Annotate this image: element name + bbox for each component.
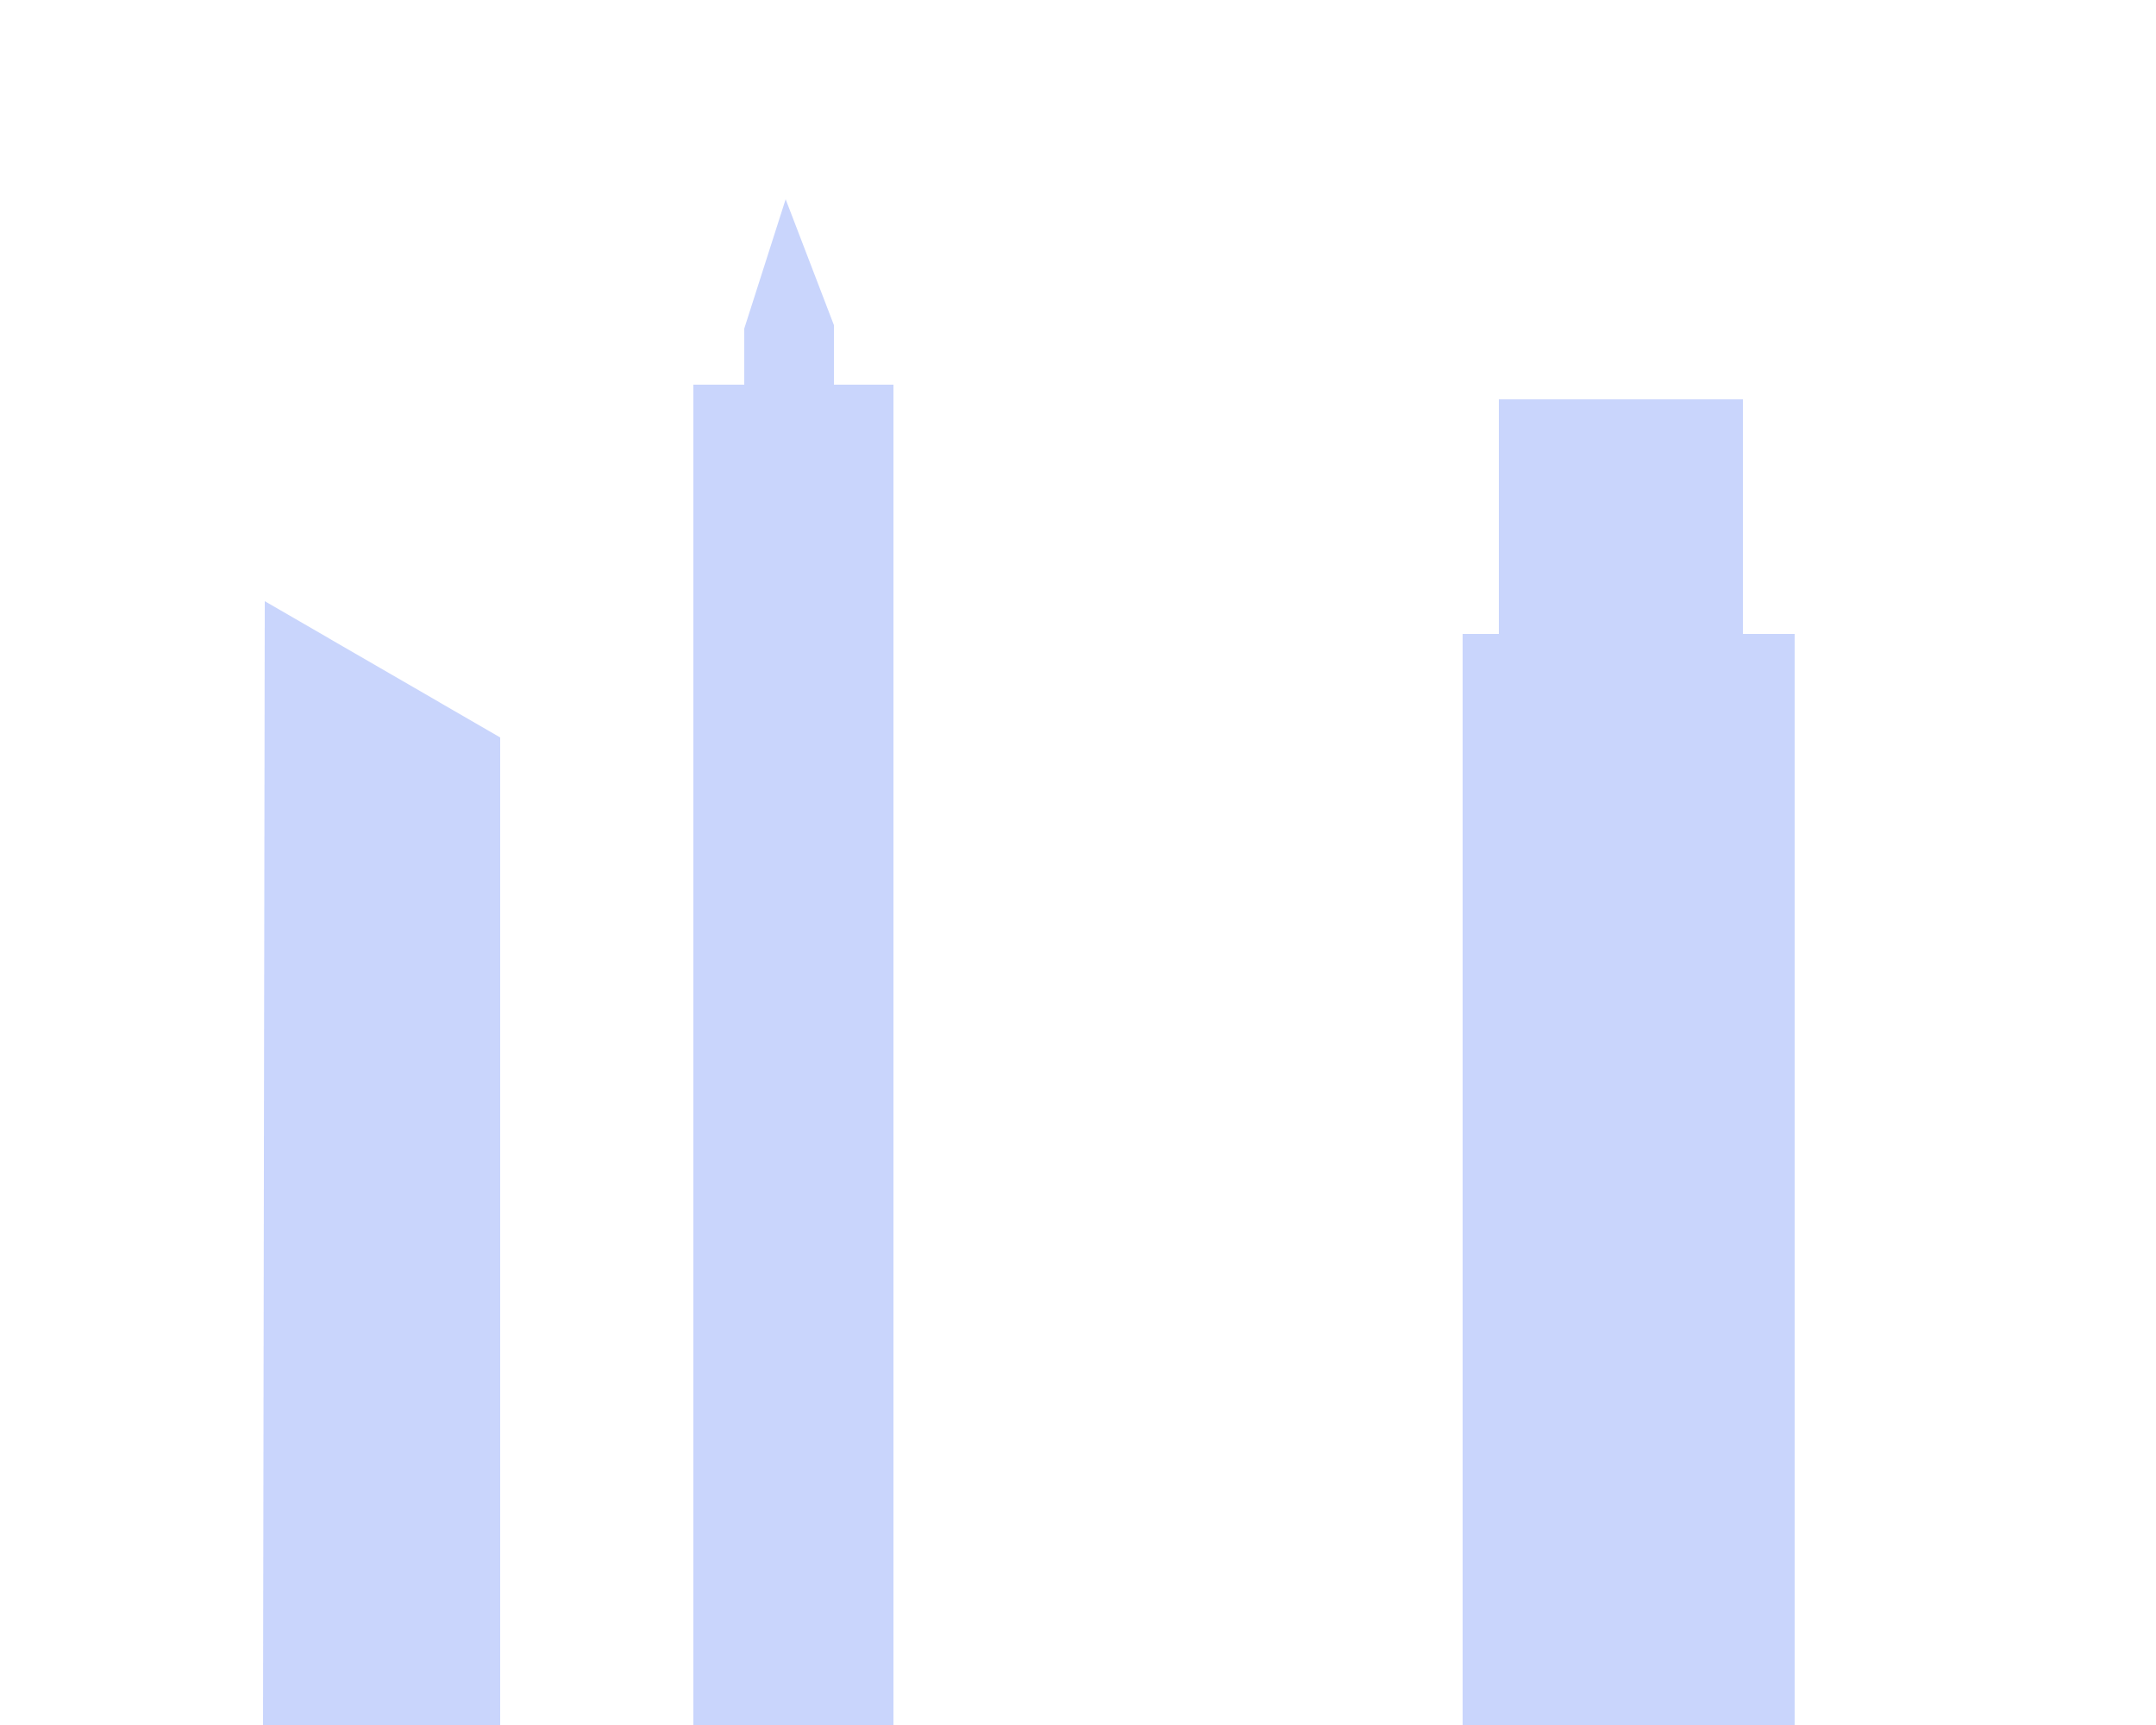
building-slanted-roof (263, 601, 500, 1725)
building-stepped (1463, 399, 1795, 1725)
building-spire (693, 199, 893, 1725)
